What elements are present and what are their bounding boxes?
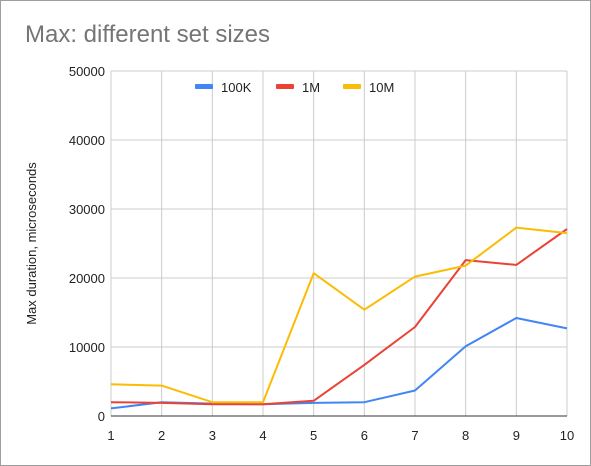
x-tick-label: 4 <box>259 428 266 443</box>
y-axis-ticks: 0 10000 20000 30000 40000 50000 <box>69 64 105 424</box>
y-tick-label: 20000 <box>69 271 105 286</box>
x-tick-label: 6 <box>361 428 368 443</box>
y-tick-label: 40000 <box>69 133 105 148</box>
x-tick-label: 7 <box>411 428 418 443</box>
legend-swatch-100K <box>195 84 213 89</box>
x-tick-label: 9 <box>513 428 520 443</box>
x-tick-label: 10 <box>560 428 574 443</box>
x-tick-label: 5 <box>310 428 317 443</box>
y-tick-label: 0 <box>98 409 105 424</box>
series-lines <box>110 226 568 410</box>
x-tick-label: 1 <box>107 428 114 443</box>
legend-label-1M: 1M <box>302 80 320 95</box>
y-tick-label: 30000 <box>69 202 105 217</box>
legend-label-100K: 100K <box>221 80 252 95</box>
legend-label-10M: 10M <box>369 80 394 95</box>
series-line-1M <box>110 228 568 406</box>
series-line-100K <box>110 317 568 410</box>
legend-swatch-1M <box>276 84 294 89</box>
series-line-10M <box>110 226 568 404</box>
y-tick-label: 50000 <box>69 64 105 79</box>
y-axis-label: Max duration, microseconds <box>24 162 39 325</box>
y-tick-label: 10000 <box>69 340 105 355</box>
grid-lines <box>110 70 568 417</box>
legend-swatch-10M <box>343 84 361 89</box>
x-tick-label: 3 <box>209 428 216 443</box>
x-axis-ticks: 1 2 3 4 5 6 7 8 9 10 <box>107 428 574 443</box>
chart-title: Max: different set sizes <box>25 21 270 48</box>
legend: 100K 1M 10M <box>195 80 394 95</box>
x-tick-label: 8 <box>462 428 469 443</box>
x-tick-label: 2 <box>158 428 165 443</box>
